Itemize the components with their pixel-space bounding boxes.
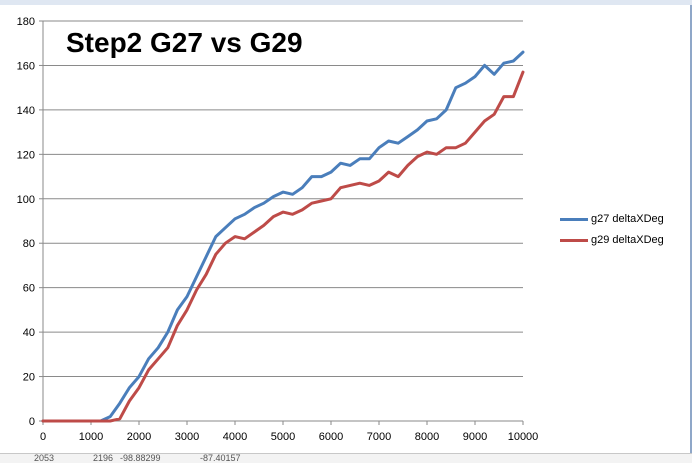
x-tick-label: 1000	[79, 431, 103, 443]
y-tick-label: 100	[17, 194, 35, 206]
x-tick-label: 8000	[415, 431, 439, 443]
y-tick-label: 160	[17, 60, 35, 72]
legend-label-g27: g27 deltaXDeg	[591, 213, 664, 225]
line-chart: 0 20 40 60 80 100 120 140 160 180 0 1000 2000 3000 40…	[17, 16, 539, 443]
y-tick-label: 0	[29, 416, 35, 428]
x-tick-label: 3000	[175, 431, 199, 443]
x-tick-label: 5000	[271, 431, 295, 443]
y-tick-label: 180	[17, 16, 35, 28]
series-line-g27[interactable]	[41, 50, 525, 423]
x-tick-label: 7000	[367, 431, 391, 443]
y-tick-labels: 0 20 40 60 80 100 120 140 160 180	[17, 16, 35, 428]
x-tick-label: 10000	[508, 431, 539, 443]
x-tick-label: 9000	[463, 431, 487, 443]
y-tick-label: 40	[23, 327, 35, 339]
y-tick-label: 20	[23, 372, 35, 384]
footer-cell[interactable]: 2196	[93, 453, 114, 463]
y-tick-label: 80	[23, 238, 35, 250]
footer-cell[interactable]: -87.40157	[200, 453, 241, 463]
footer-cell[interactable]: 2053	[34, 453, 55, 463]
x-tick-labels: 0 1000 2000 3000 4000 5000 6000 7000 8000 9000 100…	[40, 431, 538, 443]
chart-title: Step2 G27 vs G29	[66, 27, 303, 58]
x-tick-label: 0	[40, 431, 46, 443]
gridlines	[43, 20, 523, 422]
legend-swatch-g29	[560, 239, 588, 242]
spreadsheet-grid-strip-bottom: 2053 2196 -98.88299 -87.40157	[0, 453, 692, 463]
series-line-g29[interactable]	[41, 70, 525, 423]
x-tick-label: 6000	[319, 431, 343, 443]
legend-label-g29: g29 deltaXDeg	[591, 234, 664, 246]
x-tick-label: 2000	[127, 431, 151, 443]
y-tick-label: 120	[17, 149, 35, 161]
y-tick-label: 140	[17, 105, 35, 117]
axes	[39, 20, 524, 425]
x-tick-label: 4000	[223, 431, 247, 443]
embedded-chart[interactable]: 0 20 40 60 80 100 120 140 160 180 0 1000 2000 3000 40…	[0, 5, 692, 453]
legend-swatch-g27	[560, 218, 588, 221]
series-lines	[41, 50, 525, 423]
footer-cell[interactable]: -98.88299	[120, 453, 161, 463]
y-tick-label: 60	[23, 283, 35, 295]
